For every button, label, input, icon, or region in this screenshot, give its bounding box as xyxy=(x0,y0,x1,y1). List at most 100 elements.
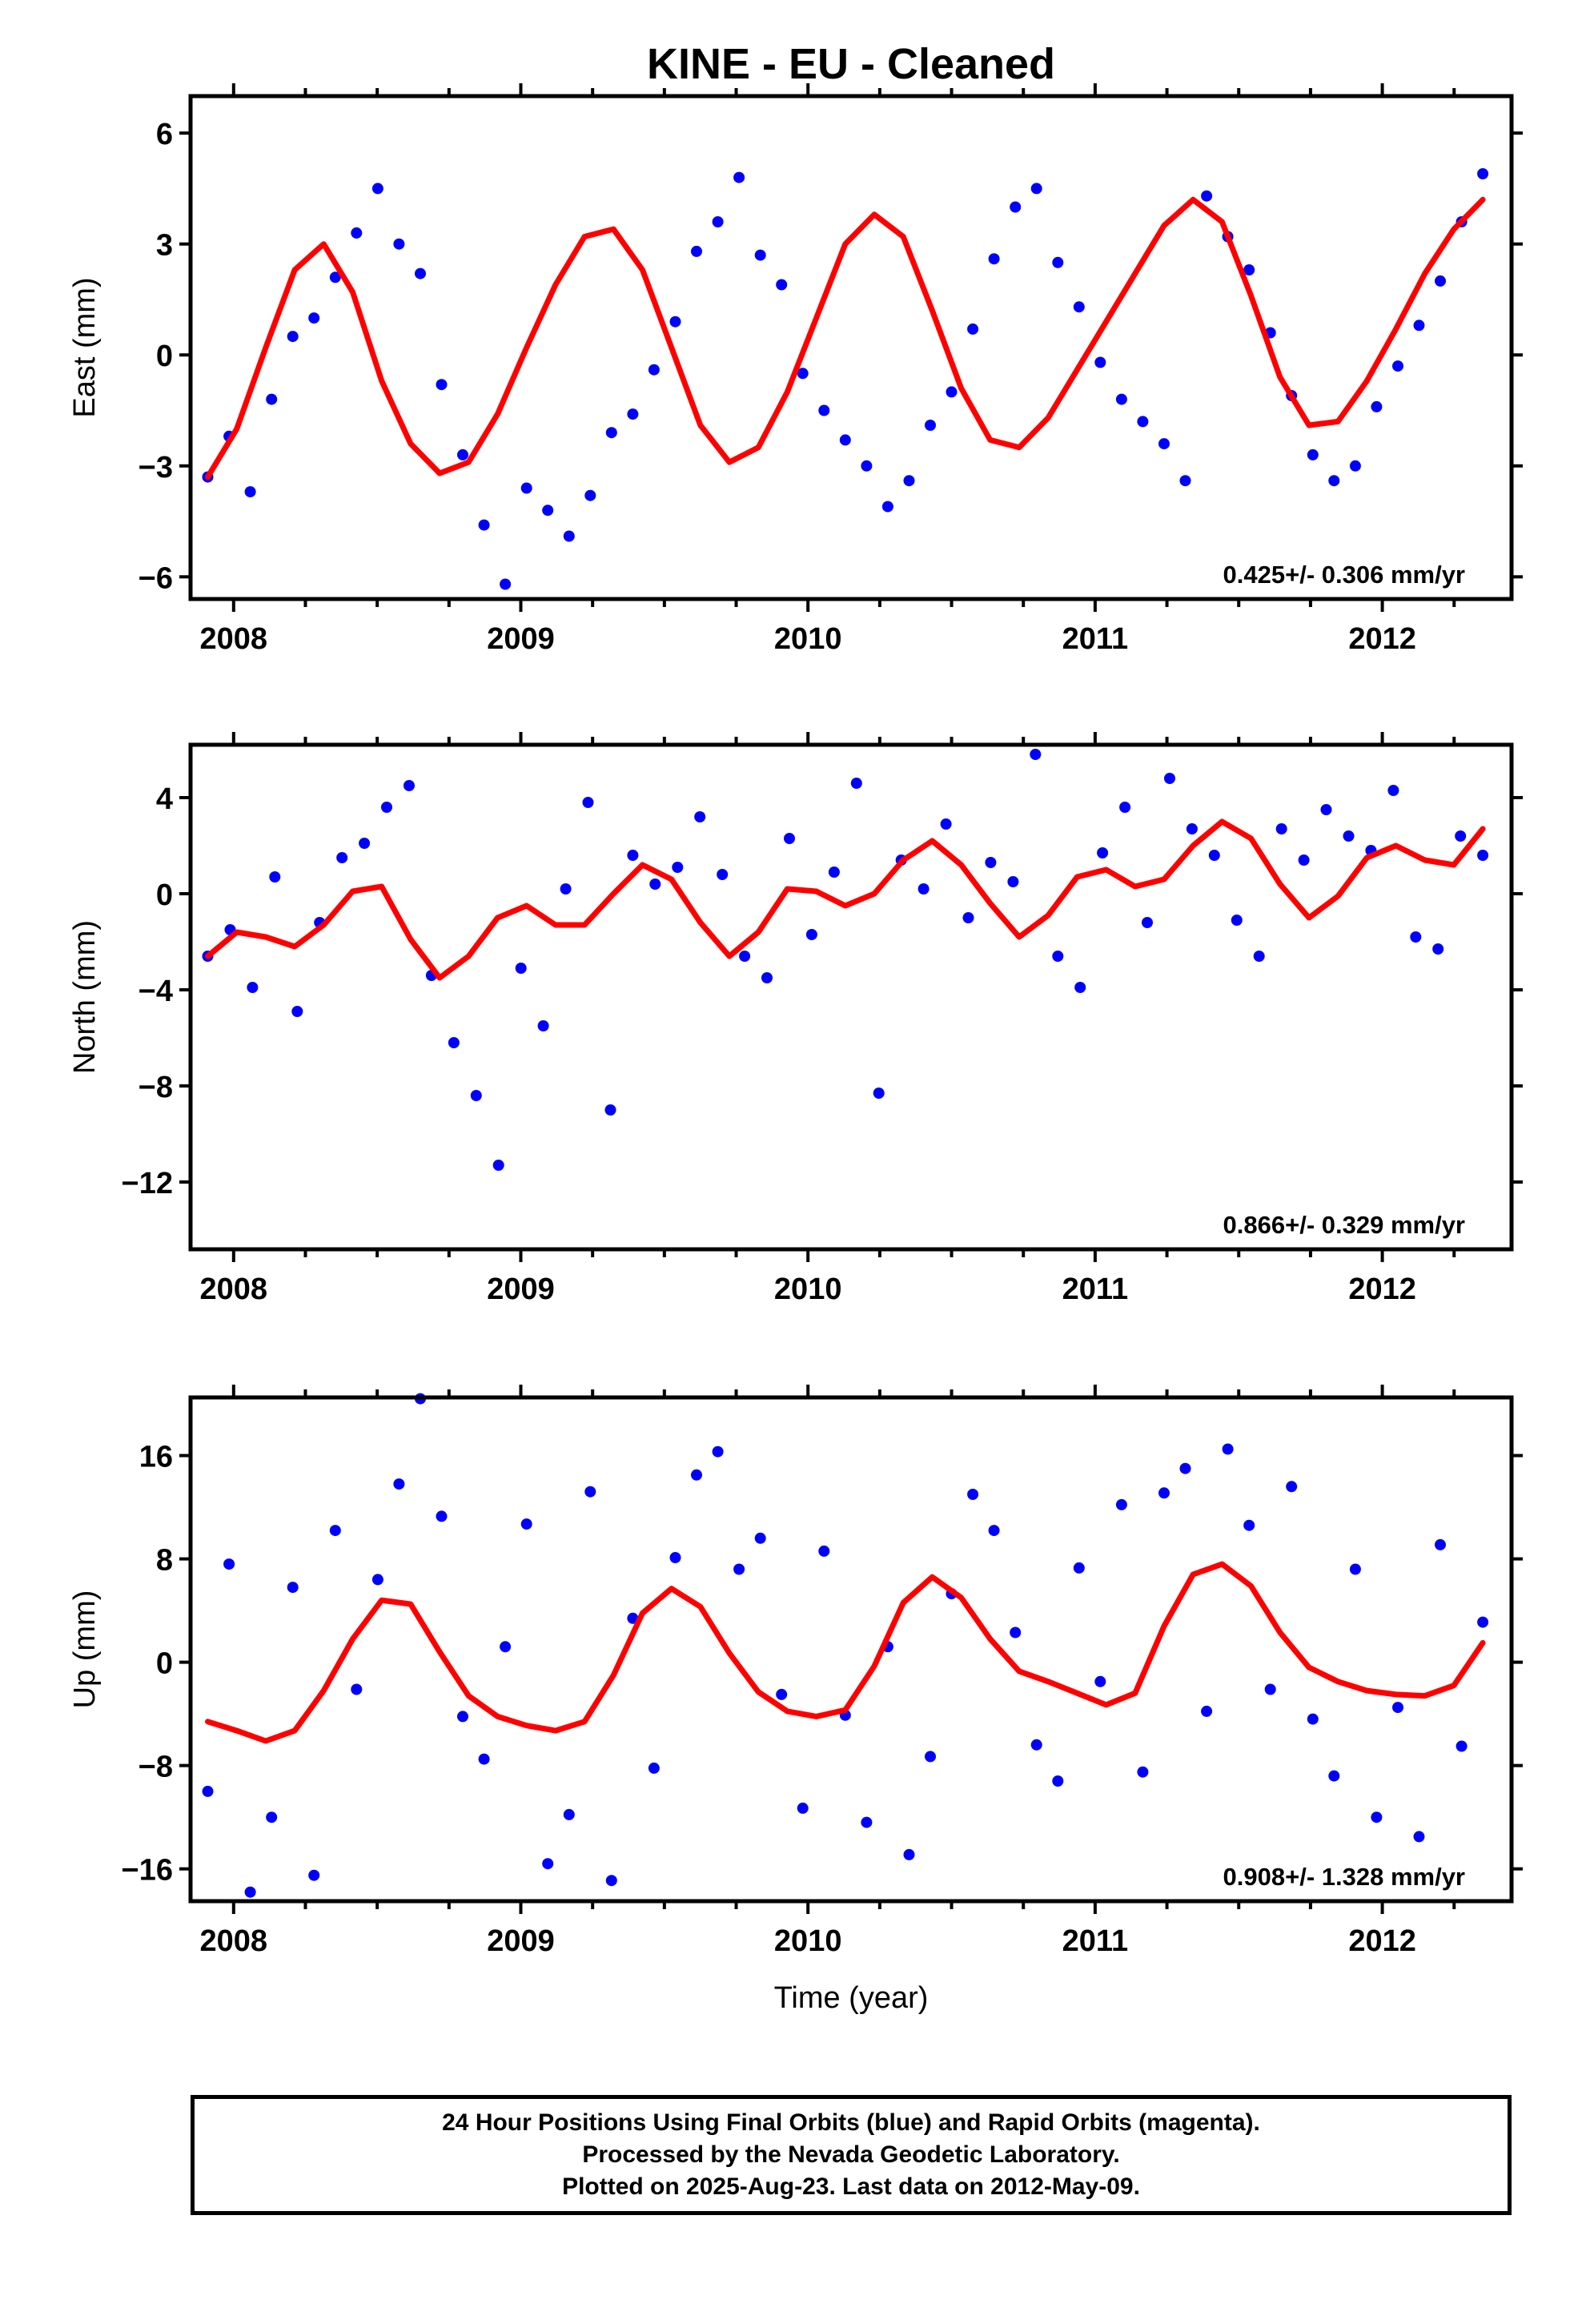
east-data-point xyxy=(881,501,893,513)
up-x-tick-label: 2008 xyxy=(200,1924,268,1958)
up-data-point xyxy=(1435,1538,1446,1550)
up-data-point xyxy=(1115,1498,1127,1510)
east-data-point xyxy=(1328,475,1340,487)
north-data-point xyxy=(515,963,527,974)
up-data-point xyxy=(1371,1811,1383,1823)
north-data-point xyxy=(537,1020,549,1031)
north-y-tick-label: 0 xyxy=(156,879,173,912)
east-x-tick-label: 2011 xyxy=(1062,622,1128,656)
east-data-point xyxy=(988,253,1000,265)
east-data-point xyxy=(946,386,958,398)
north-x-tick-label: 2008 xyxy=(200,1273,268,1306)
north-data-point xyxy=(784,833,795,844)
east-data-point xyxy=(1413,320,1425,332)
up-data-point xyxy=(520,1518,532,1530)
up-data-point xyxy=(1179,1462,1191,1474)
up-x-tick-label: 2010 xyxy=(774,1924,842,1958)
north-data-point xyxy=(828,866,840,878)
east-data-point xyxy=(542,505,554,517)
up-data-point xyxy=(393,1478,405,1490)
north-data-point xyxy=(873,1088,885,1099)
up-data-point xyxy=(266,1811,278,1823)
up-data-point xyxy=(287,1582,299,1594)
up-data-point xyxy=(754,1532,766,1544)
east-data-point xyxy=(1201,190,1213,202)
up-velocity-label: 0.908+/- 1.328 mm/yr xyxy=(1223,1863,1465,1891)
up-data-point xyxy=(733,1563,745,1575)
north-data-point xyxy=(917,883,930,895)
east-data-point xyxy=(1435,275,1446,287)
north-data-point xyxy=(694,811,706,822)
up-data-point xyxy=(1349,1563,1361,1575)
up-data-point xyxy=(605,1875,617,1887)
north-data-point xyxy=(672,862,684,873)
east-data-point xyxy=(584,489,596,501)
up-data-point xyxy=(1222,1443,1234,1455)
north-x-tick-label: 2011 xyxy=(1062,1273,1128,1306)
north-y-tick-label: 4 xyxy=(156,782,173,816)
east-data-point xyxy=(393,238,405,250)
north-data-point xyxy=(1030,749,1042,760)
east-data-point xyxy=(520,482,532,494)
east-data-point xyxy=(1073,301,1085,313)
x-axis-label: Time (year) xyxy=(774,1981,929,2015)
east-plot-frame xyxy=(188,94,1514,601)
north-data-point xyxy=(560,883,572,895)
north-data-point xyxy=(850,778,862,789)
north-data-point xyxy=(1186,823,1198,834)
east-data-point xyxy=(1392,360,1403,372)
up-y-tick-label: 16 xyxy=(139,1441,173,1474)
north-data-point xyxy=(247,982,259,993)
north-data-point xyxy=(1208,850,1220,861)
east-y-tick-label: −3 xyxy=(139,451,173,485)
up-data-point xyxy=(500,1641,512,1653)
east-data-point xyxy=(1371,400,1383,412)
up-data-point xyxy=(563,1808,575,1820)
north-data-point xyxy=(1320,804,1332,815)
up-data-point xyxy=(371,1574,383,1586)
east-data-point xyxy=(563,530,575,542)
north-data-point xyxy=(404,780,415,791)
east-y-axis-label: East (mm) xyxy=(68,277,102,417)
up-data-point xyxy=(818,1545,830,1557)
east-data-point xyxy=(797,368,809,380)
north-data-point xyxy=(336,852,348,863)
north-data-point xyxy=(1343,830,1355,842)
north-data-point xyxy=(1074,982,1086,993)
east-data-point xyxy=(436,379,448,391)
east-data-point xyxy=(478,519,490,531)
north-data-point xyxy=(761,972,773,983)
east-data-point xyxy=(1349,460,1361,472)
north-panel: −12 −8 −4 0 4 2008 2009 2010 2011 2012 North (mm) 0… xyxy=(68,732,1523,1306)
up-data-point xyxy=(861,1816,873,1828)
up-x-tick-label: 2009 xyxy=(487,1924,555,1958)
up-data-point xyxy=(1010,1626,1022,1638)
east-data-point xyxy=(648,364,660,376)
up-data-point xyxy=(542,1858,554,1870)
up-y-tick-label: −16 xyxy=(122,1854,173,1888)
east-data-point xyxy=(1137,416,1149,428)
up-data-point xyxy=(1413,1831,1425,1843)
up-data-point xyxy=(776,1688,788,1700)
north-data-point xyxy=(627,850,639,861)
east-fit-line xyxy=(205,196,1486,480)
north-data-point xyxy=(1455,830,1467,842)
north-data-point xyxy=(448,1037,460,1048)
north-data-point xyxy=(1275,823,1287,834)
up-data-point xyxy=(478,1753,490,1765)
east-data-point xyxy=(925,420,936,431)
up-y-tick-label: 0 xyxy=(156,1647,173,1681)
north-data-point xyxy=(1164,773,1175,784)
east-data-point xyxy=(967,323,979,335)
north-data-point xyxy=(269,871,281,883)
east-data-point xyxy=(1052,256,1064,268)
north-data-point xyxy=(962,912,974,923)
east-panel: −6 −3 0 3 6 2008 2009 2010 2011 2012 East (mm) 0.42… xyxy=(68,83,1523,656)
up-data-point xyxy=(1286,1481,1298,1493)
up-data-point xyxy=(967,1489,979,1500)
east-data-point xyxy=(1094,356,1106,368)
up-data-point xyxy=(457,1711,468,1723)
east-data-point xyxy=(1010,201,1022,213)
east-data-point xyxy=(1243,264,1255,275)
